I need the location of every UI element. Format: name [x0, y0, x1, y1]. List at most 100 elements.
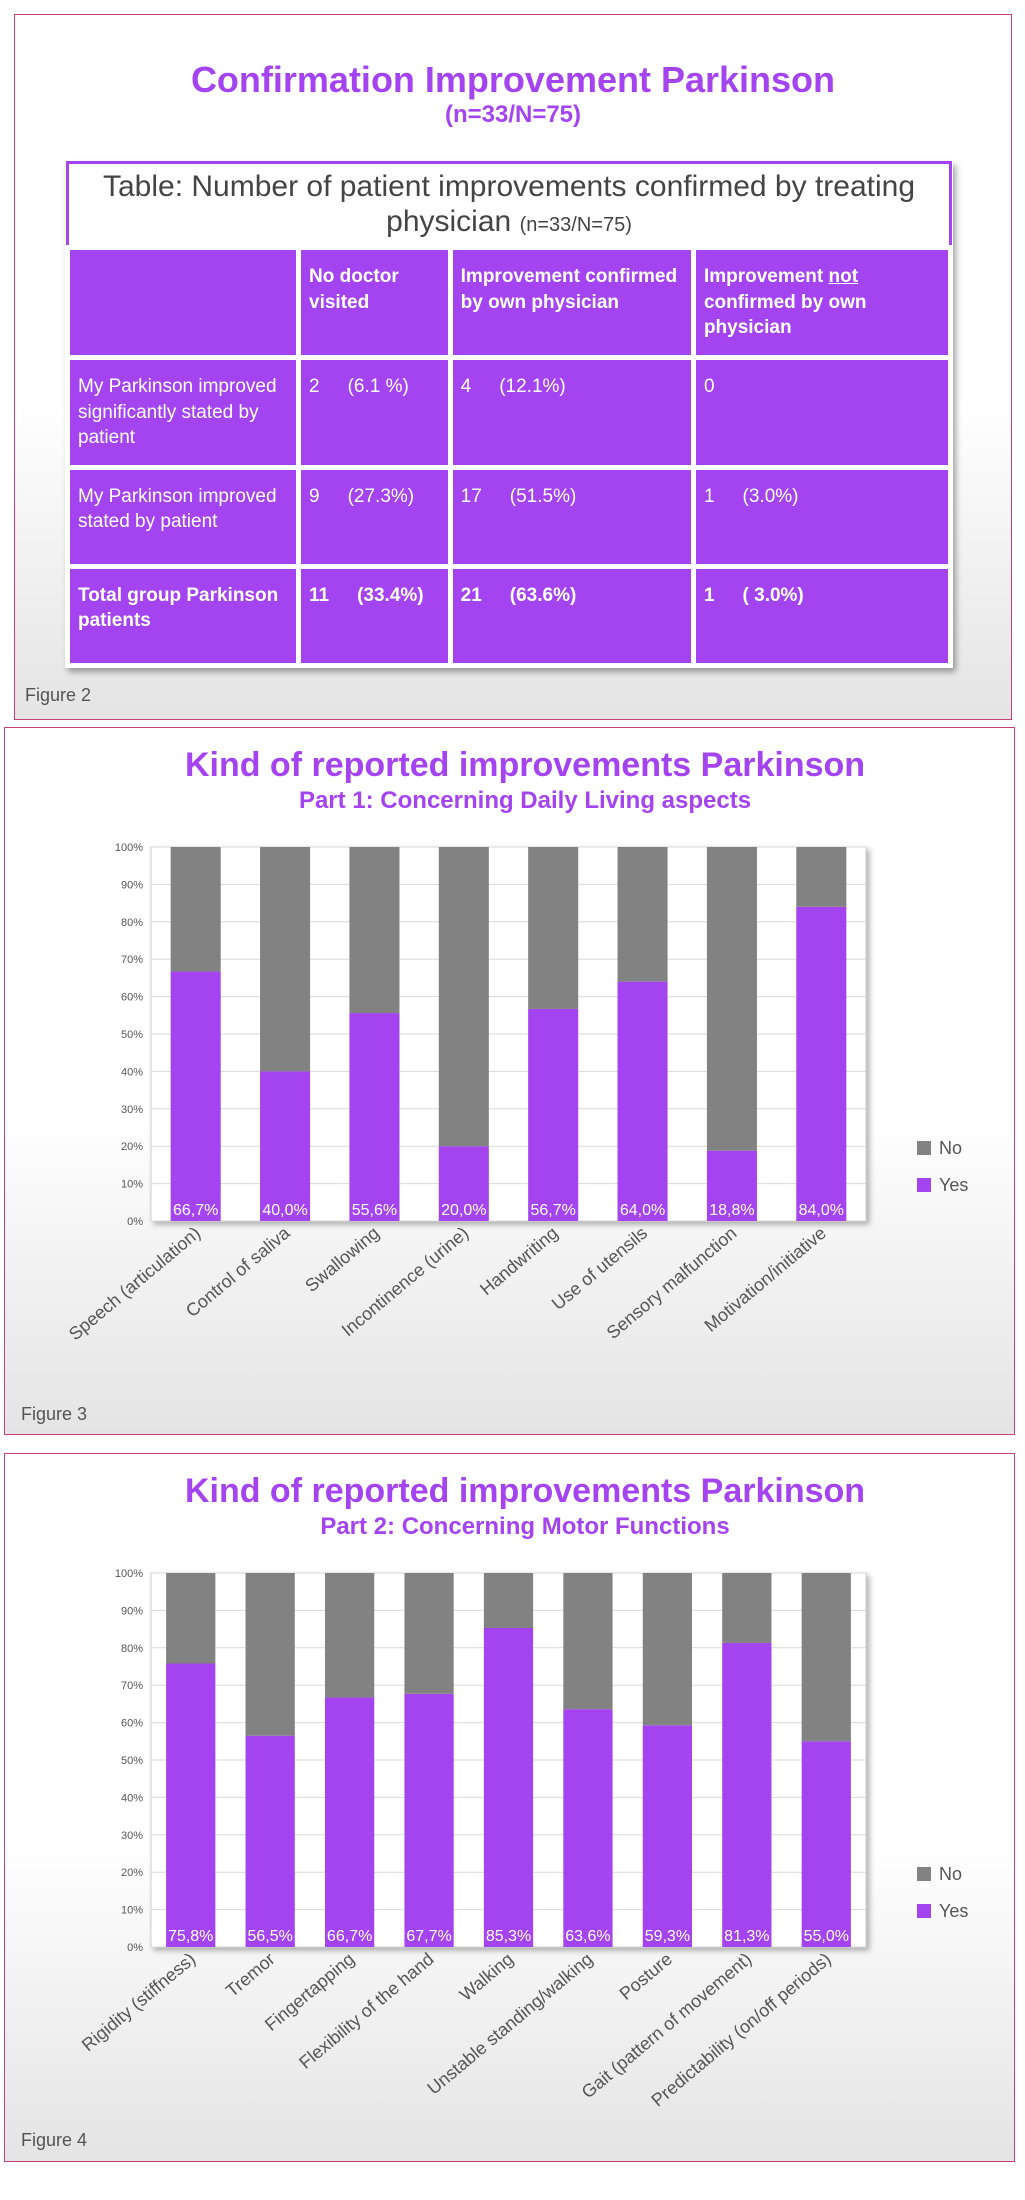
- chart-panel: Kind of reported improvements Parkinson P…: [4, 727, 1015, 1435]
- row-label: My Parkinson improved stated by patient: [65, 464, 301, 569]
- table-cell: 11 (33.4%): [296, 563, 453, 668]
- header-part: not: [828, 266, 859, 287]
- y-tick-label: 70%: [121, 1680, 143, 1692]
- bar-segment: [404, 1693, 454, 1947]
- cell-percent: (12.1%): [499, 375, 566, 397]
- y-tick-label: 40%: [121, 1792, 143, 1804]
- cell-count: 2: [309, 375, 320, 397]
- figure-panel: Confirmation Improvement Parkinson (n=33…: [14, 14, 1012, 720]
- y-tick-label: 60%: [121, 1718, 143, 1730]
- chart-title: Kind of reported improvements Parkinson: [185, 746, 865, 784]
- cell-percent: (6.1 %): [347, 375, 409, 397]
- cell-count: 11: [309, 584, 330, 606]
- bar-segment: [483, 1573, 534, 1628]
- legend-label: Yes: [939, 1901, 968, 1921]
- chart: Kind of reported improvements Parkinson P…: [21, 746, 968, 1424]
- cell-percent: (63.6%): [509, 584, 577, 606]
- data-label: 67,7%: [406, 1928, 451, 1945]
- bar-segment: [166, 1663, 216, 1947]
- y-tick-label: 90%: [121, 879, 143, 891]
- table-cell: 9 (27.3%): [296, 464, 453, 569]
- data-label: 84,0%: [799, 1202, 844, 1219]
- chart: Kind of reported improvements Parkinson P…: [21, 1472, 968, 2150]
- bar-segment: [260, 847, 311, 1072]
- y-tick-label: 30%: [121, 1104, 143, 1116]
- y-tick-label: 100%: [115, 1568, 143, 1580]
- header-text: Improvement confirmed by own physician: [460, 266, 678, 313]
- figure-label: Figure 3: [21, 1404, 87, 1424]
- x-tick-label: Swallowing: [301, 1223, 383, 1296]
- header-cell: No doctor visited: [296, 245, 453, 360]
- data-label: 40,0%: [262, 1202, 307, 1219]
- cell-percent: ( 3.0%): [742, 584, 804, 606]
- bar-segment: [170, 971, 221, 1221]
- header-cell: Improvement not confirmed by own physici…: [690, 245, 954, 360]
- y-tick-label: 50%: [121, 1029, 143, 1041]
- bar-segment: [438, 847, 489, 1147]
- header-text: No doctor visited: [309, 266, 399, 313]
- bar-segment: [642, 1725, 693, 1947]
- bar-segment: [483, 1627, 534, 1947]
- y-tick-label: 0%: [127, 1216, 143, 1228]
- figure-label: Figure 4: [21, 2130, 87, 2150]
- data-label: 56,7%: [531, 1202, 576, 1219]
- y-tick-label: 40%: [121, 1066, 143, 1078]
- figure-title: Confirmation Improvement Parkinson: [190, 59, 836, 100]
- data-label: 75,8%: [168, 1928, 213, 1945]
- bar-segment: [349, 1013, 400, 1221]
- table-cell: 1 ( 3.0%): [690, 563, 954, 668]
- data-label: 63,6%: [565, 1928, 610, 1945]
- legend-label: No: [939, 1864, 962, 1884]
- x-tick-label: Speech (articulation): [65, 1223, 204, 1344]
- row-label: My Parkinson improved significantly stat…: [65, 354, 301, 470]
- y-tick-label: 60%: [121, 992, 143, 1004]
- y-tick-label: 20%: [121, 1867, 143, 1879]
- table-caption: Table: Number of patient improvements co…: [66, 161, 952, 250]
- bar-segment: [801, 1741, 851, 1947]
- y-tick-label: 80%: [121, 1643, 143, 1655]
- x-tick-label: Flexibility of the hand: [295, 1949, 437, 2073]
- y-tick-label: 50%: [121, 1755, 143, 1767]
- cell-count: 1: [703, 485, 715, 507]
- y-tick-label: 90%: [121, 1605, 143, 1617]
- legend-swatch: [917, 1904, 931, 1918]
- table-cell: 0: [690, 354, 954, 470]
- header-part: Improvement: [703, 266, 829, 287]
- bar-segment: [722, 1573, 772, 1643]
- bar-segment: [170, 847, 221, 972]
- header-row: No doctor visited Improvement confirmed b…: [65, 245, 954, 360]
- bar-segment: [706, 847, 757, 1151]
- chart-subtitle: Part 2: Concerning Motor Functions: [320, 1513, 729, 1540]
- cell-count: 9: [309, 485, 320, 507]
- chart-title: Kind of reported improvements Parkinson: [185, 1472, 865, 1510]
- data-label: 56,5%: [247, 1928, 292, 1945]
- legend-swatch: [917, 1178, 931, 1192]
- legend-swatch: [917, 1141, 931, 1155]
- header-cell: [65, 245, 301, 360]
- caption-row: Table: Number of patient improvements co…: [66, 161, 952, 250]
- table-row: Total group Parkinson patients 11 (33.4%) 2…: [65, 563, 954, 668]
- x-tick-label: Tremor: [222, 1949, 279, 2001]
- y-tick-label: 100%: [115, 842, 143, 854]
- table-cell: 17 (51.5%): [447, 464, 696, 569]
- chart-panel: Kind of reported improvements Parkinson P…: [4, 1453, 1015, 2162]
- data-label: 55,6%: [352, 1202, 397, 1219]
- bar-segment: [796, 906, 847, 1221]
- bar-segment: [563, 1709, 613, 1947]
- bar-segment: [324, 1697, 375, 1947]
- bar-segment: [617, 847, 668, 982]
- table: Table: Number of patient improvements co…: [65, 161, 954, 668]
- bar-segment: [722, 1642, 772, 1947]
- bar-segment: [245, 1735, 295, 1947]
- cell-percent: (27.3%): [347, 485, 415, 507]
- bar-segment: [528, 847, 579, 1009]
- table-cell: 2 (6.1 %): [296, 354, 453, 470]
- legend-swatch: [917, 1867, 931, 1881]
- table-row: My Parkinson improved stated by patient 9…: [65, 464, 954, 569]
- bar-segment: [438, 1146, 489, 1221]
- cell-count: 4: [460, 375, 472, 397]
- row-label: Total group Parkinson patients: [65, 563, 301, 668]
- legend-label: Yes: [939, 1175, 968, 1195]
- table-cell: 21 (63.6%): [447, 563, 696, 668]
